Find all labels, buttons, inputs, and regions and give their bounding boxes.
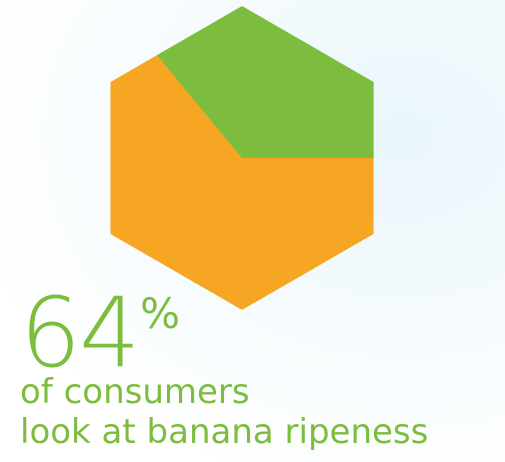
stat-value: 64%: [20, 285, 180, 381]
caption-line-2: look at banana ripeness: [20, 412, 428, 452]
stat-caption: of consumers look at banana ripeness: [20, 372, 428, 452]
caption-line-1: of consumers: [20, 372, 428, 412]
percent-symbol: %: [140, 289, 180, 338]
